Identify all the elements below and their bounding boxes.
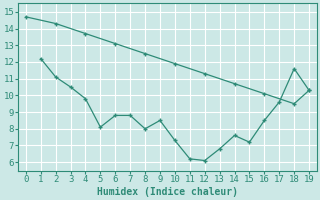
X-axis label: Humidex (Indice chaleur): Humidex (Indice chaleur) xyxy=(97,186,238,197)
